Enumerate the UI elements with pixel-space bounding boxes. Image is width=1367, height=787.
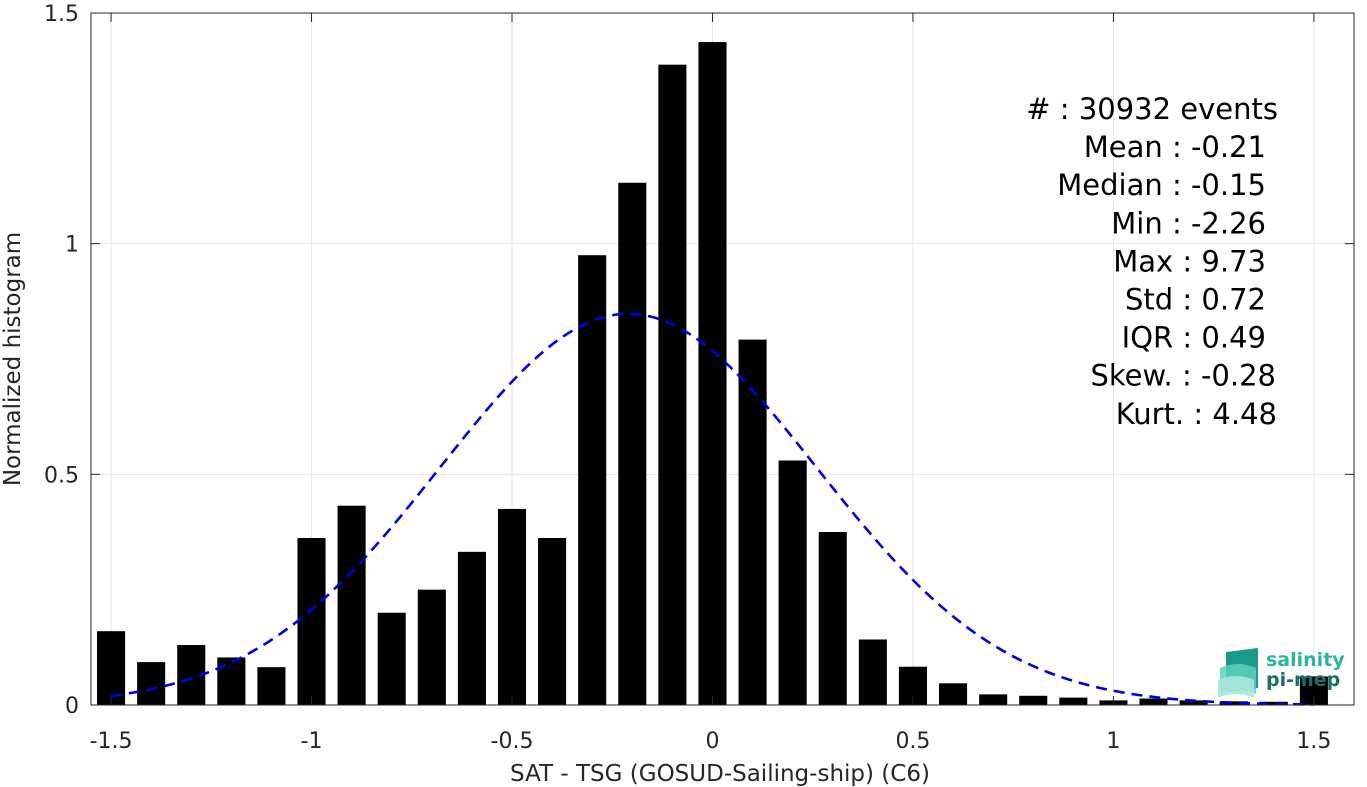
- tick-labels: -1.5 -1 -0.5 0 0.5 1 1.5 0 0.5 1 1.5: [44, 2, 1331, 754]
- y-tick-label: 0: [65, 694, 79, 719]
- stat-label: #: [1026, 92, 1050, 126]
- stat-line: Median : -0.15: [1057, 168, 1266, 202]
- x-tick-label: 1: [1106, 729, 1120, 754]
- stat-label: Min: [1111, 206, 1162, 240]
- plot-frame: [90, 12, 1355, 706]
- stat-line: Skew. : -0.28: [1090, 359, 1276, 393]
- stat-separator: :: [1163, 130, 1191, 164]
- stat-line: IQR : 0.49: [1122, 321, 1266, 355]
- histogram-bar: [97, 631, 126, 705]
- histogram-bar: [257, 667, 286, 705]
- y-axis-label: Normalized histogram: [0, 232, 26, 486]
- stat-separator: :: [1173, 321, 1201, 355]
- y-tick-label: 1: [65, 233, 79, 258]
- histogram-bar: [217, 657, 246, 705]
- stat-line: Max : 9.73: [1113, 244, 1266, 278]
- stat-label: Kurt.: [1116, 397, 1184, 431]
- histogram-bar: [457, 551, 486, 705]
- x-axis-label: SAT - TSG (GOSUD-Sailing-ship) (C6): [510, 761, 930, 787]
- histogram-bar: [1139, 698, 1168, 705]
- histogram-bar: [1259, 701, 1288, 705]
- stat-separator: :: [1173, 359, 1201, 393]
- histogram-bar: [1179, 700, 1208, 705]
- y-tick-label: 1.5: [44, 2, 79, 27]
- x-tick-label: 1.5: [1296, 729, 1331, 754]
- stat-separator: :: [1173, 244, 1201, 278]
- stat-separator: :: [1163, 168, 1191, 202]
- stat-label: Skew.: [1090, 359, 1172, 393]
- histogram-bar: [858, 639, 887, 705]
- stat-line: # : 30932 events: [1026, 92, 1278, 126]
- stat-label: Median: [1057, 168, 1162, 202]
- histogram-bar: [337, 505, 366, 705]
- stat-line: Min : -2.26: [1111, 206, 1266, 240]
- stat-line: Mean : -0.21: [1084, 130, 1266, 164]
- stat-value: -2.26: [1191, 206, 1266, 240]
- histogram-bar: [1019, 695, 1048, 705]
- histogram-bar: [578, 255, 607, 705]
- stat-separator: :: [1184, 397, 1212, 431]
- stat-label: IQR: [1122, 321, 1174, 355]
- histogram-bar: [778, 460, 807, 705]
- histogram-bar: [658, 64, 687, 706]
- salinity-pi-mep-logo: salinity pi-mep: [1218, 648, 1345, 698]
- histogram-bar: [297, 537, 326, 705]
- stat-label: Std: [1125, 283, 1173, 317]
- stat-line: Std : 0.72: [1125, 283, 1266, 317]
- stat-line: Kurt. : 4.48: [1116, 397, 1277, 431]
- histogram-bar: [698, 42, 727, 705]
- stat-separator: :: [1163, 206, 1191, 240]
- histogram-bar: [497, 508, 527, 705]
- histogram-bar: [137, 662, 166, 705]
- stat-label: Max: [1113, 244, 1173, 278]
- gaussian-fit-curve: [110, 312, 1314, 706]
- histogram-bar: [979, 694, 1008, 705]
- x-tick-label: -0.5: [491, 729, 534, 754]
- stat-value: 4.48: [1212, 397, 1277, 431]
- histogram-bar: [377, 612, 406, 705]
- y-tick-label: 0.5: [44, 463, 79, 488]
- x-tick-label: 0: [705, 729, 719, 754]
- logo-text-pi-mep: pi-mep: [1266, 669, 1340, 691]
- stat-value: -0.28: [1201, 359, 1276, 393]
- stat-value: -0.21: [1191, 130, 1266, 164]
- logo-wave-icon: [1218, 648, 1258, 698]
- stat-value: -0.15: [1191, 168, 1266, 202]
- histogram-bar: [538, 537, 567, 705]
- histogram-bar: [417, 589, 446, 705]
- logo-text-salinity: salinity: [1266, 649, 1345, 671]
- bars: [97, 42, 1328, 706]
- axis-ticks: [91, 12, 1354, 706]
- histogram-bar: [939, 683, 968, 705]
- histogram-bar: [618, 182, 647, 706]
- x-tick-label: 0.5: [895, 729, 930, 754]
- stat-value: 9.73: [1201, 244, 1266, 278]
- stat-value: 0.49: [1201, 321, 1266, 355]
- statistics-annotation: # : 30932 events Mean : -0.21 Median : -0.…: [1026, 92, 1278, 431]
- histogram-bar: [1219, 701, 1248, 705]
- stat-value: 0.72: [1201, 283, 1266, 317]
- x-tick-label: -1.5: [90, 729, 133, 754]
- stat-separator: :: [1173, 283, 1201, 317]
- stat-separator: :: [1051, 92, 1079, 126]
- x-tick-label: -1: [301, 729, 323, 754]
- histogram-bar: [738, 339, 767, 705]
- stat-value: 30932 events: [1079, 92, 1278, 126]
- histogram-bar: [1059, 697, 1088, 705]
- histogram-bar: [818, 532, 847, 705]
- stat-label: Mean: [1084, 130, 1163, 164]
